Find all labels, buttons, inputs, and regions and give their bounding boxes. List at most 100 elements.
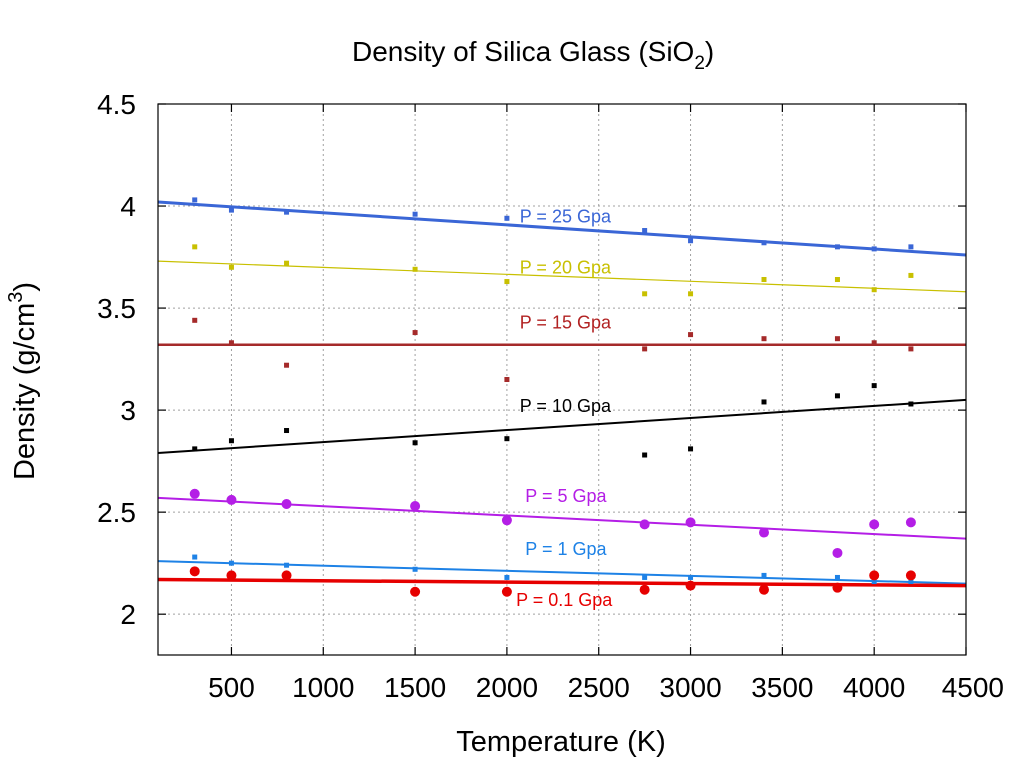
data-point [639,519,650,530]
fit-line-series-3 [157,398,967,454]
series-label: P = 10 Gpa [520,396,612,416]
data-point [761,277,767,283]
y-axis-title: Density (g/cm3) [5,282,41,480]
data-point [284,209,290,215]
data-point [832,582,843,593]
data-point [688,332,694,338]
series-label: P = 25 Gpa [520,206,612,226]
data-point [226,570,237,581]
data-point [192,244,198,250]
data-point [284,260,290,266]
data-point [834,393,840,399]
data-point [688,574,694,580]
data-point [905,570,916,581]
data-point [761,336,767,342]
data-point [504,215,510,221]
data-point [192,317,198,323]
data-point [189,566,200,577]
x-tick-label: 3500 [751,672,813,703]
data-point [501,515,512,526]
data-point [688,291,694,297]
data-point [228,438,234,444]
x-tick-label: 4000 [843,672,905,703]
data-point [192,446,198,452]
data-point [228,560,234,566]
chart-title: Density of Silica Glass (SiO2) [352,36,714,74]
data-point [834,336,840,342]
data-point [688,238,694,244]
data-point [869,570,880,581]
data-point [908,401,914,407]
x-tick-label: 1500 [384,672,446,703]
fit-line-series-0 [157,200,967,257]
data-point [871,579,877,585]
data-point [228,340,234,346]
data-point [642,452,648,458]
axes: 500 1000 1500 2000 2500 3000 3500 4000 4500 2 2.5 3… [97,89,1004,703]
series-label: P = 0.1 Gpa [516,590,613,610]
fit-lines [157,200,967,588]
series-label: P = 20 Gpa [520,257,612,277]
x-tick-label: 2500 [568,672,630,703]
data-point [504,436,510,442]
data-point [284,428,290,434]
x-tick-label: 1000 [292,672,354,703]
plot-frame [157,103,967,656]
series-label: P = 15 Gpa [520,312,612,332]
x-axis-title: Temperature (K) [456,726,666,758]
data-point [832,547,843,558]
series-label: P = 5 Gpa [525,486,607,506]
data-point [281,498,292,509]
data-point [228,264,234,270]
data-point [642,574,648,580]
data-point [412,566,418,572]
data-point [228,207,234,213]
series-labels: P = 25 Gpa P = 20 Gpa P = 15 Gpa P = 10 Gpa… [516,206,613,610]
y-tick-label: 4.5 [97,89,136,120]
data-point [504,279,510,285]
data-point [189,488,200,499]
y-tick-label: 4 [120,191,136,222]
x-tick-label: 2000 [476,672,538,703]
data-point [412,330,418,336]
data-point [871,383,877,389]
data-point [761,399,767,405]
data-point [504,377,510,382]
data-point [759,584,769,595]
data-point [908,244,914,250]
data-point [410,586,421,597]
data-point [871,340,877,346]
data-point [871,246,877,252]
data-point [685,580,696,591]
data-point [761,572,767,578]
data-point [639,584,650,595]
data-point [908,579,914,585]
fit-line-series-4 [157,496,967,540]
y-tick-label: 2.5 [97,497,136,528]
data-point [284,562,290,568]
y-tick-label: 2 [120,599,136,630]
y-tick-label: 3.5 [97,293,136,324]
data-point [908,272,914,278]
data-point [642,346,648,352]
data-point [905,517,916,528]
x-tick-label: 4500 [942,672,1004,703]
data-point [284,362,290,368]
data-point [192,554,198,560]
data-point [412,440,418,446]
data-point [192,197,198,203]
fit-line-series-1 [157,260,967,293]
data-point [761,240,767,246]
data-point [871,287,877,293]
fit-line-series-5 [157,560,967,585]
series-label: P = 1 Gpa [525,539,607,559]
fit-line-series-6 [157,577,967,588]
x-tick-label: 3000 [659,672,721,703]
data-point [412,211,418,217]
data-point [501,586,512,597]
data-points [189,197,916,597]
data-point [685,517,696,528]
data-point [410,501,421,512]
